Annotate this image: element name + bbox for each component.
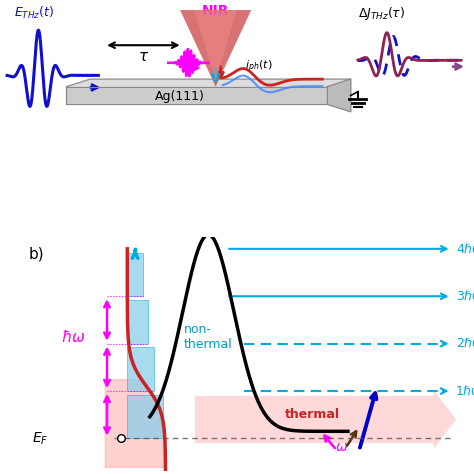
Text: $\omega$: $\omega$ — [335, 440, 347, 455]
Text: $\Delta J_{THz}(\tau)$: $\Delta J_{THz}(\tau)$ — [358, 5, 405, 22]
Text: $\hbar\omega$: $\hbar\omega$ — [61, 328, 86, 345]
Text: thermal: thermal — [285, 408, 340, 421]
Bar — [127, 347, 155, 391]
Text: 2ℏω: 2ℏω — [456, 337, 474, 350]
Text: b): b) — [28, 246, 44, 262]
Text: 1ℏω: 1ℏω — [456, 384, 474, 398]
Bar — [127, 395, 163, 438]
Text: $\tau$: $\tau$ — [137, 49, 149, 64]
Text: $E_{THz}(t)$: $E_{THz}(t)$ — [14, 5, 55, 21]
Polygon shape — [194, 10, 237, 81]
Bar — [127, 300, 147, 344]
Polygon shape — [180, 10, 251, 87]
Bar — [127, 253, 143, 296]
Text: non-
thermal: non- thermal — [183, 322, 232, 351]
Polygon shape — [327, 79, 351, 112]
Text: 3ℏω: 3ℏω — [456, 290, 474, 303]
Text: $j_{ph}(t)$: $j_{ph}(t)$ — [244, 58, 273, 75]
Text: Ag(111): Ag(111) — [155, 90, 205, 103]
Text: 4ℏω: 4ℏω — [456, 242, 474, 255]
Text: NIR: NIR — [202, 4, 229, 18]
Text: $E_F$: $E_F$ — [32, 430, 48, 447]
FancyArrow shape — [195, 390, 456, 449]
Polygon shape — [66, 87, 327, 104]
Polygon shape — [66, 79, 351, 87]
